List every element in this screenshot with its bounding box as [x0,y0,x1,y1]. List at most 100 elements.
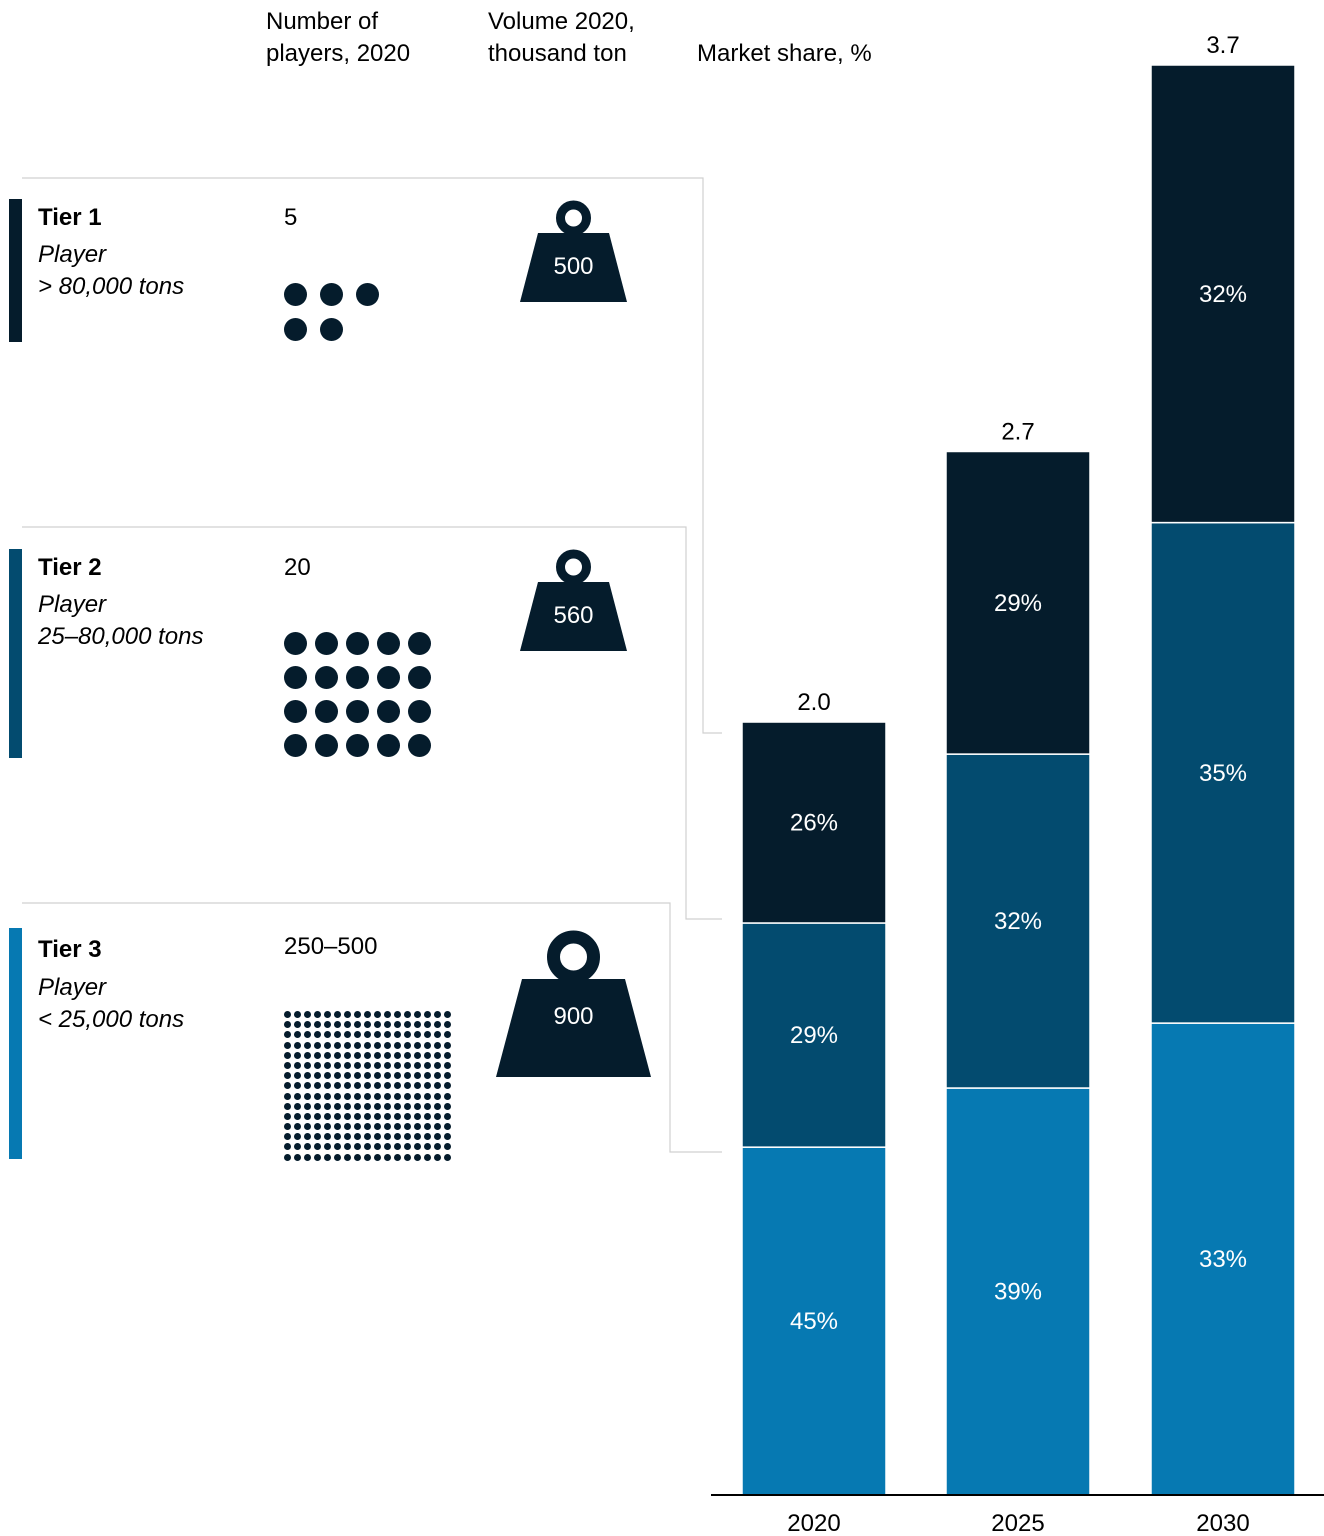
player-dot [404,1123,411,1131]
player-dot [434,1082,441,1090]
segment-label: 35% [1199,760,1247,787]
player-dot [294,1133,301,1141]
player-dot [414,1082,421,1090]
player-dot [414,1041,421,1049]
player-dot [304,1061,311,1069]
header-players-line2: players, 2020 [266,40,411,67]
bar-segment [1150,1022,1296,1496]
player-dot [404,1153,411,1161]
player-dot [404,1011,411,1018]
player-dot [320,318,343,341]
player-dot [354,1072,361,1080]
player-dot [384,1031,391,1039]
player-dot [404,1112,411,1120]
player-dot [444,1112,451,1120]
player-dot [394,1072,401,1080]
player-dot [394,1133,401,1141]
tier2-player-dots [284,632,431,757]
player-dot [424,1021,431,1029]
player-dot [314,1051,321,1059]
player-dot [434,1031,441,1039]
tier2-sub2: 25–80,000 tons [38,623,204,650]
player-dot [304,1031,311,1039]
player-dot [434,1143,441,1151]
player-dot [414,1102,421,1110]
player-dot [334,1153,341,1161]
player-dot [294,1061,301,1069]
player-dot [364,1072,371,1080]
player-dot [414,1153,421,1161]
player-dot [444,1021,451,1029]
player-dot [344,1123,351,1131]
player-dot [334,1102,341,1110]
segment-label: 26% [790,810,838,837]
player-dot [374,1072,381,1080]
tier3-count: 250–500 [284,933,378,960]
player-dot [314,1082,321,1090]
player-dot [394,1092,401,1100]
player-dot [344,1133,351,1141]
player-dot [404,1041,411,1049]
player-dot [364,1143,371,1151]
player-dot [374,1143,381,1151]
player-dot [334,1072,341,1080]
player-dot [334,1082,341,1090]
player-dot [314,1072,321,1080]
player-dot [354,1143,361,1151]
player-dot [284,1123,291,1131]
player-dot [414,1133,421,1141]
player-dot [334,1092,341,1100]
player-dot [304,1112,311,1120]
tier1-sub2: > 80,000 tons [38,273,185,300]
player-dot [304,1051,311,1059]
player-dot [364,1021,371,1029]
player-dot [304,1153,311,1161]
player-dot [424,1112,431,1120]
player-dot [334,1133,341,1141]
player-dot [324,1011,331,1018]
player-dot [374,1153,381,1161]
player-dot [324,1021,331,1029]
player-dot [284,1153,291,1161]
player-dot [294,1092,301,1100]
player-dot [404,1082,411,1090]
player-dot [414,1072,421,1080]
player-dot [354,1011,361,1018]
bar-segment [1150,521,1296,1024]
player-dot [344,1061,351,1069]
connector-tier1 [22,177,722,734]
segment-label: 45% [790,1308,838,1335]
segment-label: 33% [1199,1246,1247,1273]
player-dot [404,1133,411,1141]
player-dot [434,1123,441,1131]
tier3-color-bar [9,928,22,1159]
player-dot [384,1072,391,1080]
player-dot [374,1011,381,1018]
player-dot [364,1102,371,1110]
player-dot [284,1082,291,1090]
player-dot [344,1031,351,1039]
player-dot [334,1051,341,1059]
player-dot [414,1092,421,1100]
player-dot [404,1092,411,1100]
player-dot [354,1031,361,1039]
player-dot [394,1061,401,1069]
player-dot [284,1041,291,1049]
player-dot [314,1061,321,1069]
player-dot [364,1041,371,1049]
player-dot [374,1051,381,1059]
player-dot [394,1102,401,1110]
x-tick-label: 2020 [787,1510,840,1536]
player-dot [354,1041,361,1049]
bar-total-label: 3.7 [1206,32,1239,59]
player-dot [384,1133,391,1141]
player-dot [294,1031,301,1039]
player-dot [364,1061,371,1069]
player-dot [374,1112,381,1120]
player-dot [354,1123,361,1131]
player-dot [314,1153,321,1161]
tier1-title: Tier 1 [38,204,102,231]
bar-segment [945,753,1091,1089]
player-dot [394,1143,401,1151]
x-tick-label: 2025 [991,1510,1044,1536]
